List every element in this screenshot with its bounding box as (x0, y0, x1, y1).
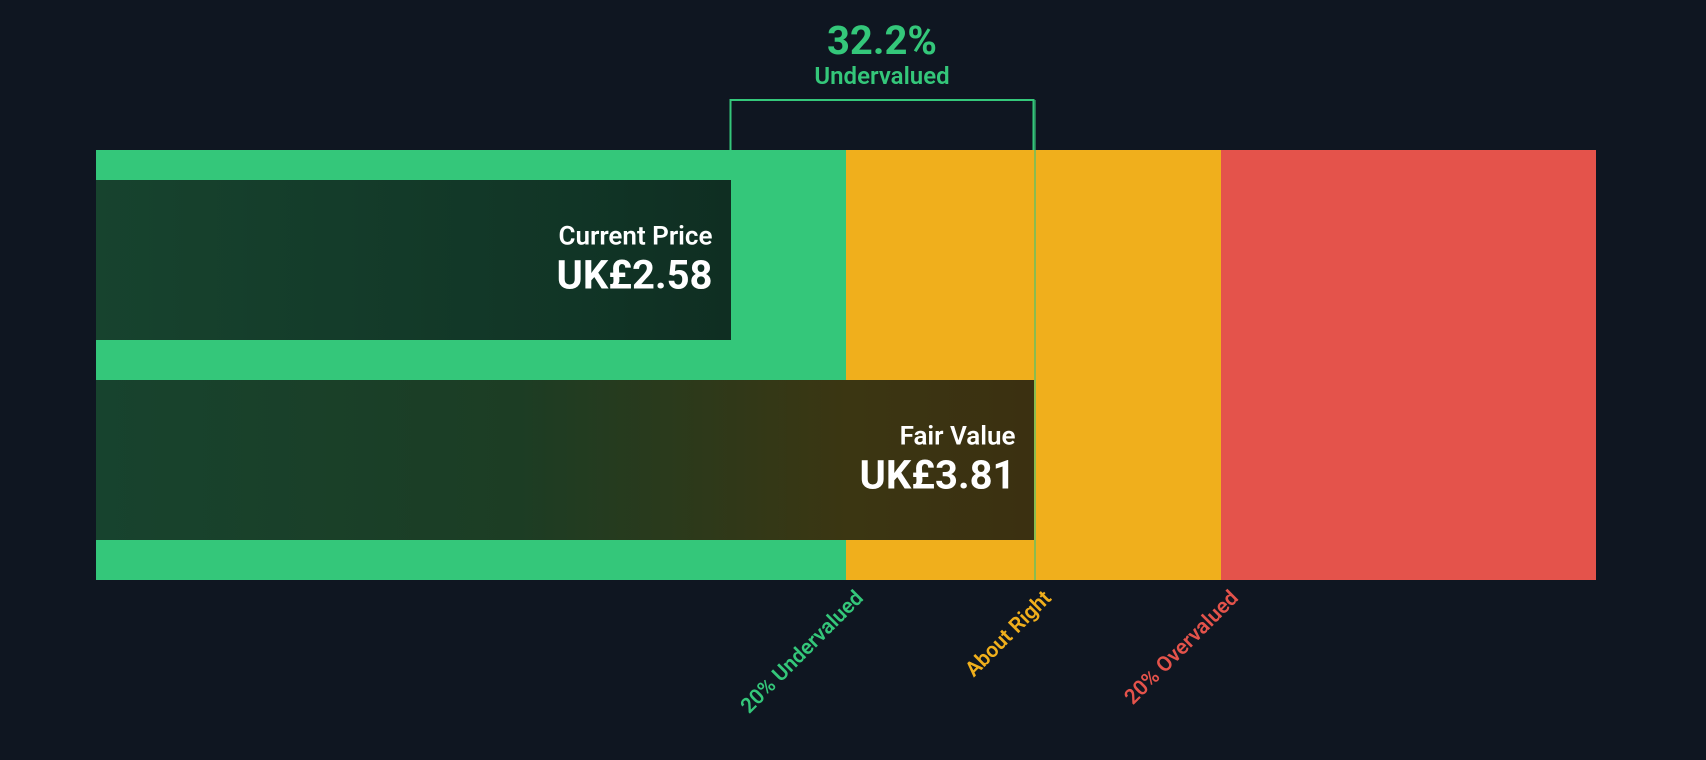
fair-value-bar: Fair Value UK£3.81 (96, 380, 1034, 540)
axis-label-1: About Right (961, 586, 1057, 682)
fair-value-label: Fair Value (859, 422, 1015, 452)
headline: 32.2% Undervalued (814, 20, 949, 90)
headline-percent: 32.2% (814, 20, 949, 62)
current-price-value: UK£2.58 (556, 252, 712, 299)
chart-area: Current Price UK£2.58 Fair Value UK£3.81 (96, 150, 1596, 580)
axis-label-2: 20% Overvalued (1120, 586, 1243, 709)
current-price-label: Current Price (556, 222, 712, 252)
valuation-chart: 32.2% Undervalued Current Price UK£2.58 … (0, 0, 1706, 760)
headline-label: Undervalued (814, 62, 949, 90)
axis-label-0: 20% Undervalued (736, 586, 868, 718)
fair-value-value: UK£3.81 (859, 452, 1015, 499)
zone-overvalued (1221, 150, 1596, 580)
current-price-bar: Current Price UK£2.58 (96, 180, 731, 340)
fair-value-line (1034, 100, 1036, 580)
